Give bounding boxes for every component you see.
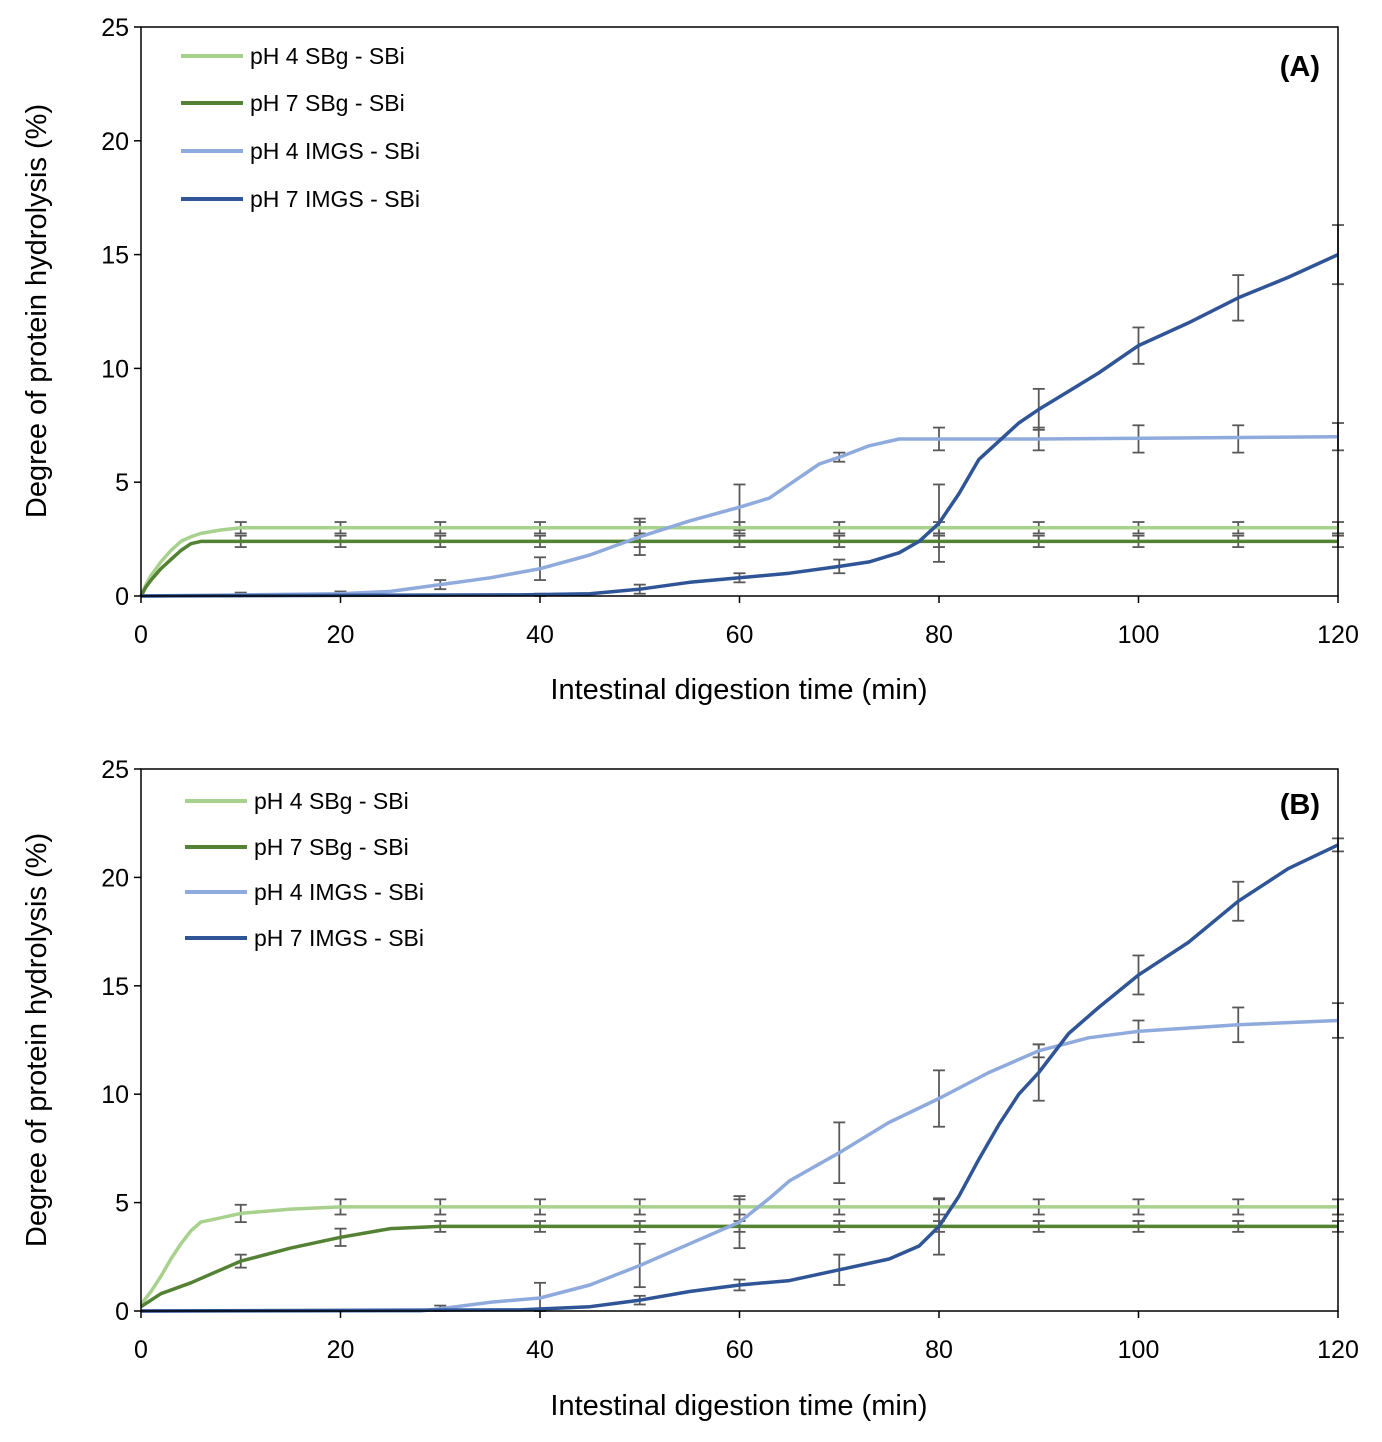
panel-a-y-ticks: 0 5 10 15 20 25	[101, 14, 141, 611]
x-tick-label: 40	[526, 621, 554, 649]
y-tick-label: 15	[101, 242, 129, 270]
y-tick-label: 0	[115, 1298, 129, 1326]
series-line	[141, 1018, 1339, 1313]
panel-b-legend: pH 4 SBg - SBi pH 7 SBg - SBi pH 4 IMGS …	[185, 788, 424, 951]
panel-b-y-ticks: 0 5 10 15 20 25	[101, 756, 141, 1326]
panel-b-error-bars	[234, 837, 1344, 1312]
legend-label: pH 7 SBg - SBi	[254, 834, 409, 860]
panel-b-x-ticks: 0 20 40 60 80 100 120	[134, 1311, 1359, 1364]
panel-b-series-lines	[139, 843, 1339, 1313]
legend-label: pH 7 SBg - SBi	[250, 90, 405, 116]
x-tick-label: 80	[925, 621, 953, 649]
x-tick-label: 60	[726, 621, 754, 649]
x-tick-label: 20	[327, 1336, 355, 1364]
x-tick-label: 20	[327, 621, 355, 649]
x-tick-label: 40	[526, 1336, 554, 1364]
x-tick-label: 120	[1317, 1336, 1359, 1364]
series-line	[140, 1224, 1338, 1309]
y-tick-label: 5	[115, 1190, 129, 1218]
panel-b-x-axis-label: Intestinal digestion time (min)	[550, 1390, 927, 1422]
legend-label: pH 4 IMGS - SBi	[250, 138, 420, 164]
y-tick-label: 25	[101, 756, 129, 784]
panel-b-tag: (B)	[1280, 789, 1320, 821]
x-tick-label: 120	[1317, 621, 1359, 649]
panel-a-series-lines	[139, 253, 1339, 598]
y-tick-label: 10	[101, 1081, 129, 1109]
panel-a-tag: (A)	[1280, 51, 1320, 83]
series-line	[139, 1205, 1338, 1306]
panel-a-x-ticks: 0 20 40 60 80 100 120	[134, 596, 1359, 649]
x-tick-label: 100	[1118, 1336, 1160, 1364]
panel-b-y-axis-label: Degree of protein hydrolysis (%)	[21, 833, 53, 1247]
x-tick-label: 60	[726, 1336, 754, 1364]
panel-a-y-axis-label: Degree of protein hydrolysis (%)	[21, 104, 53, 518]
panel-a-chart: 0 5 10 15 20 25 0 20 40 60 80 100 120 Intestinal di…	[21, 14, 1359, 706]
x-tick-label: 0	[134, 621, 148, 649]
x-tick-label: 80	[925, 1336, 953, 1364]
x-tick-label: 100	[1118, 621, 1160, 649]
series-line	[139, 539, 1338, 597]
x-tick-label: 0	[134, 1336, 148, 1364]
y-tick-label: 25	[101, 14, 129, 42]
y-tick-label: 20	[101, 128, 129, 156]
y-tick-label: 0	[115, 583, 129, 611]
series-line	[140, 434, 1339, 598]
legend-label: pH 7 IMGS - SBi	[254, 925, 424, 951]
panel-b-chart: 0 5 10 15 20 25 0 20 40 60 80 100 120 Intestinal di…	[21, 756, 1359, 1422]
panel-a-x-axis-label: Intestinal digestion time (min)	[550, 674, 927, 706]
y-tick-label: 10	[101, 355, 129, 383]
y-tick-label: 20	[101, 864, 129, 892]
y-tick-label: 5	[115, 469, 129, 497]
series-line	[140, 253, 1339, 598]
legend-label: pH 7 IMGS - SBi	[250, 186, 420, 212]
legend-label: pH 4 IMGS - SBi	[254, 879, 424, 905]
y-tick-label: 15	[101, 973, 129, 1001]
panel-a-legend: pH 4 SBg - SBi pH 7 SBg - SBi pH 4 IMGS …	[181, 43, 420, 212]
legend-label: pH 4 SBg - SBi	[254, 788, 409, 814]
series-line	[139, 525, 1338, 597]
legend-label: pH 4 SBg - SBi	[250, 43, 405, 69]
series-line	[140, 843, 1339, 1313]
